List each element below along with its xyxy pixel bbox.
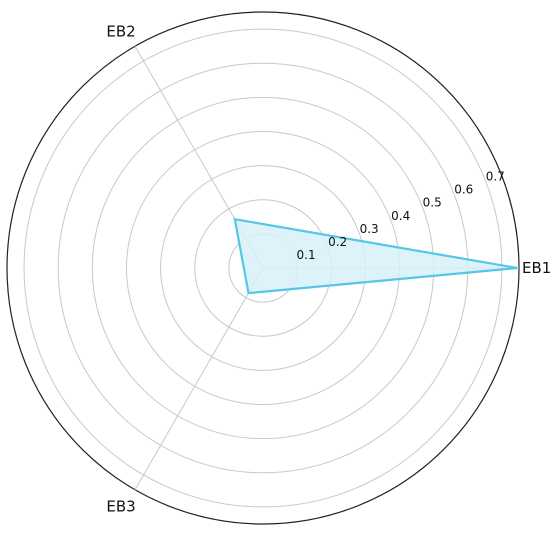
radial-tick-label: 0.1 (297, 248, 316, 262)
axis-label-eb1: EB1 (522, 259, 550, 277)
axis-label-eb2: EB2 (106, 22, 135, 40)
spoke-eb3 (134, 267, 264, 490)
radial-tick-label: 0.5 (423, 196, 442, 210)
axis-label-eb3: EB3 (106, 498, 135, 516)
axis-labels: EB1 EB2 EB3 (106, 22, 550, 515)
radial-tick-label: 0.4 (391, 209, 410, 223)
radial-tick-label: 0.2 (328, 235, 347, 249)
radial-tick-label: 0.7 (486, 170, 505, 184)
series-polygon (233, 217, 518, 295)
radial-tick-label: 0.6 (454, 183, 473, 197)
radial-tick-label: 0.3 (360, 222, 379, 236)
radial-tick-labels: 0.1 0.2 0.3 0.4 0.5 0.6 0.7 (297, 170, 505, 262)
series-area (233, 217, 518, 295)
